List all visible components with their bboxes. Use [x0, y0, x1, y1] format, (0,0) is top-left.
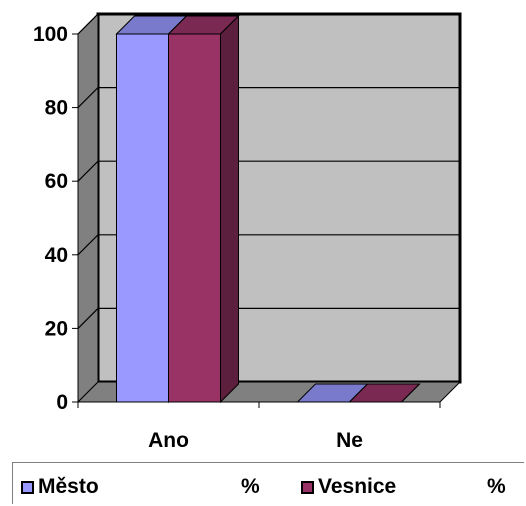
bars — [115, 14, 421, 404]
bar-side — [401, 383, 420, 403]
legend-swatch-mesto — [21, 480, 34, 494]
gridline — [77, 234, 460, 256]
x-axis: Ano Ne — [77, 401, 441, 452]
legend-label-vesnice: Vesnice — [318, 475, 397, 498]
chart: 0 20 40 60 80 100 Ano Ne — [33, 12, 462, 452]
legend-unit-vesnice: % — [487, 475, 506, 498]
legend-swatch-vesnice — [301, 480, 314, 494]
legend-label-mesto: Město — [38, 475, 99, 498]
bar-front — [116, 33, 169, 403]
bar-side — [220, 14, 239, 404]
legend-unit-mesto: % — [241, 475, 260, 498]
legend: Město % Vesnice % — [12, 462, 524, 504]
gridline — [77, 13, 460, 35]
legend-item-vesnice: Vesnice — [301, 475, 396, 499]
y-tick-label: 0 — [56, 391, 68, 414]
bar-Vesnice-Ano — [167, 14, 240, 404]
gridline — [77, 86, 460, 109]
y-tick-label: 60 — [45, 170, 68, 193]
y-tick-label: 40 — [45, 244, 68, 267]
x-tick-label: Ne — [336, 429, 363, 452]
x-tick-label: Ano — [148, 429, 189, 452]
y-tick-label: 100 — [33, 23, 68, 46]
legend-item-mesto: Město — [21, 475, 99, 499]
bar-front — [168, 33, 221, 403]
gridlines — [77, 13, 460, 329]
side-wall — [77, 12, 99, 404]
y-axis: 0 20 40 60 80 100 — [33, 23, 79, 414]
gridline — [77, 160, 460, 182]
y-tick-label: 80 — [45, 97, 68, 120]
y-tick-label: 20 — [45, 317, 68, 340]
gridline — [77, 307, 460, 329]
